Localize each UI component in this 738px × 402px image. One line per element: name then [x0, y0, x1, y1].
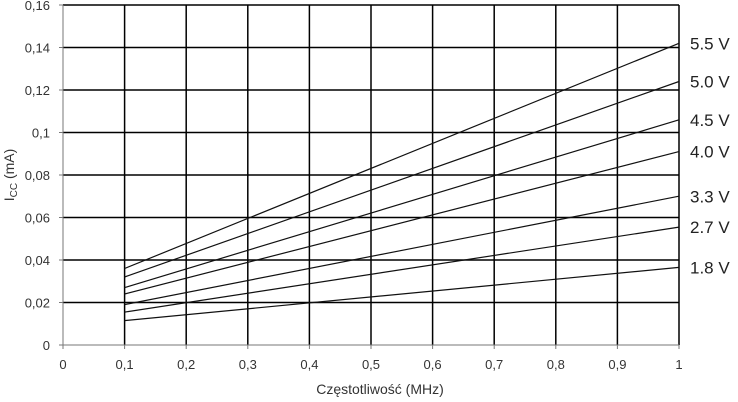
- x-tick-label: 1: [675, 357, 682, 372]
- x-tick-label: 0,6: [424, 357, 442, 372]
- y-tick-label: 0,16: [25, 0, 50, 13]
- x-tick-label: 0,1: [116, 357, 134, 372]
- x-tick-label: 0,2: [177, 357, 195, 372]
- series-line: [124, 80, 680, 278]
- y-tick-label: 0,12: [25, 83, 50, 98]
- series-label: 2.7 V: [690, 218, 730, 237]
- series-line: [124, 226, 680, 313]
- y-axis-title: ICC (mA): [1, 149, 20, 202]
- grid-lines: [63, 4, 680, 345]
- series-label: 4.5 V: [690, 111, 730, 130]
- y-tick-label: 0,14: [25, 41, 50, 56]
- x-tick-label: 0: [59, 357, 66, 372]
- y-tick-label: 0,04: [25, 253, 50, 268]
- series-line: [124, 42, 680, 270]
- series-lines: [124, 42, 680, 322]
- x-tick-label: 0,7: [485, 357, 503, 372]
- series-label: 4.0 V: [690, 143, 730, 162]
- y-tick-label: 0,08: [25, 168, 50, 183]
- y-tick-labels: 0 0,02 0,04 0,06 0,08 0,1 0,12 0,14 0,16: [25, 0, 50, 353]
- x-tick-labels: 0 0,1 0,2 0,3 0,4 0,5 0,6 0,7 0,8 0,9 1: [59, 357, 682, 372]
- series-line: [124, 151, 680, 295]
- series-label: 5.5 V: [690, 34, 730, 53]
- series-label: 3.3 V: [690, 187, 730, 206]
- y-tick-label: 0,06: [25, 211, 50, 226]
- series-line: [124, 266, 680, 322]
- series-label: 1.8 V: [690, 258, 730, 277]
- series-line: [124, 195, 680, 306]
- x-tick-label: 0,4: [300, 357, 318, 372]
- series-line: [124, 119, 680, 289]
- y-tick-label: 0: [43, 338, 50, 353]
- x-axis-title: Częstotliwość (MHz): [316, 381, 444, 397]
- x-tick-label: 0,8: [547, 357, 565, 372]
- series-labels: 5.5 V 5.0 V 4.5 V 4.0 V 3.3 V 2.7 V 1.8 V: [690, 34, 730, 277]
- series-label: 5.0 V: [690, 73, 730, 92]
- axes: [59, 4, 680, 349]
- y-tick-label: 0,1: [32, 126, 50, 141]
- x-tick-label: 0,3: [239, 357, 257, 372]
- x-tick-label: 0,9: [608, 357, 626, 372]
- y-tick-label: 0,02: [25, 296, 50, 311]
- x-tick-label: 0,5: [362, 357, 380, 372]
